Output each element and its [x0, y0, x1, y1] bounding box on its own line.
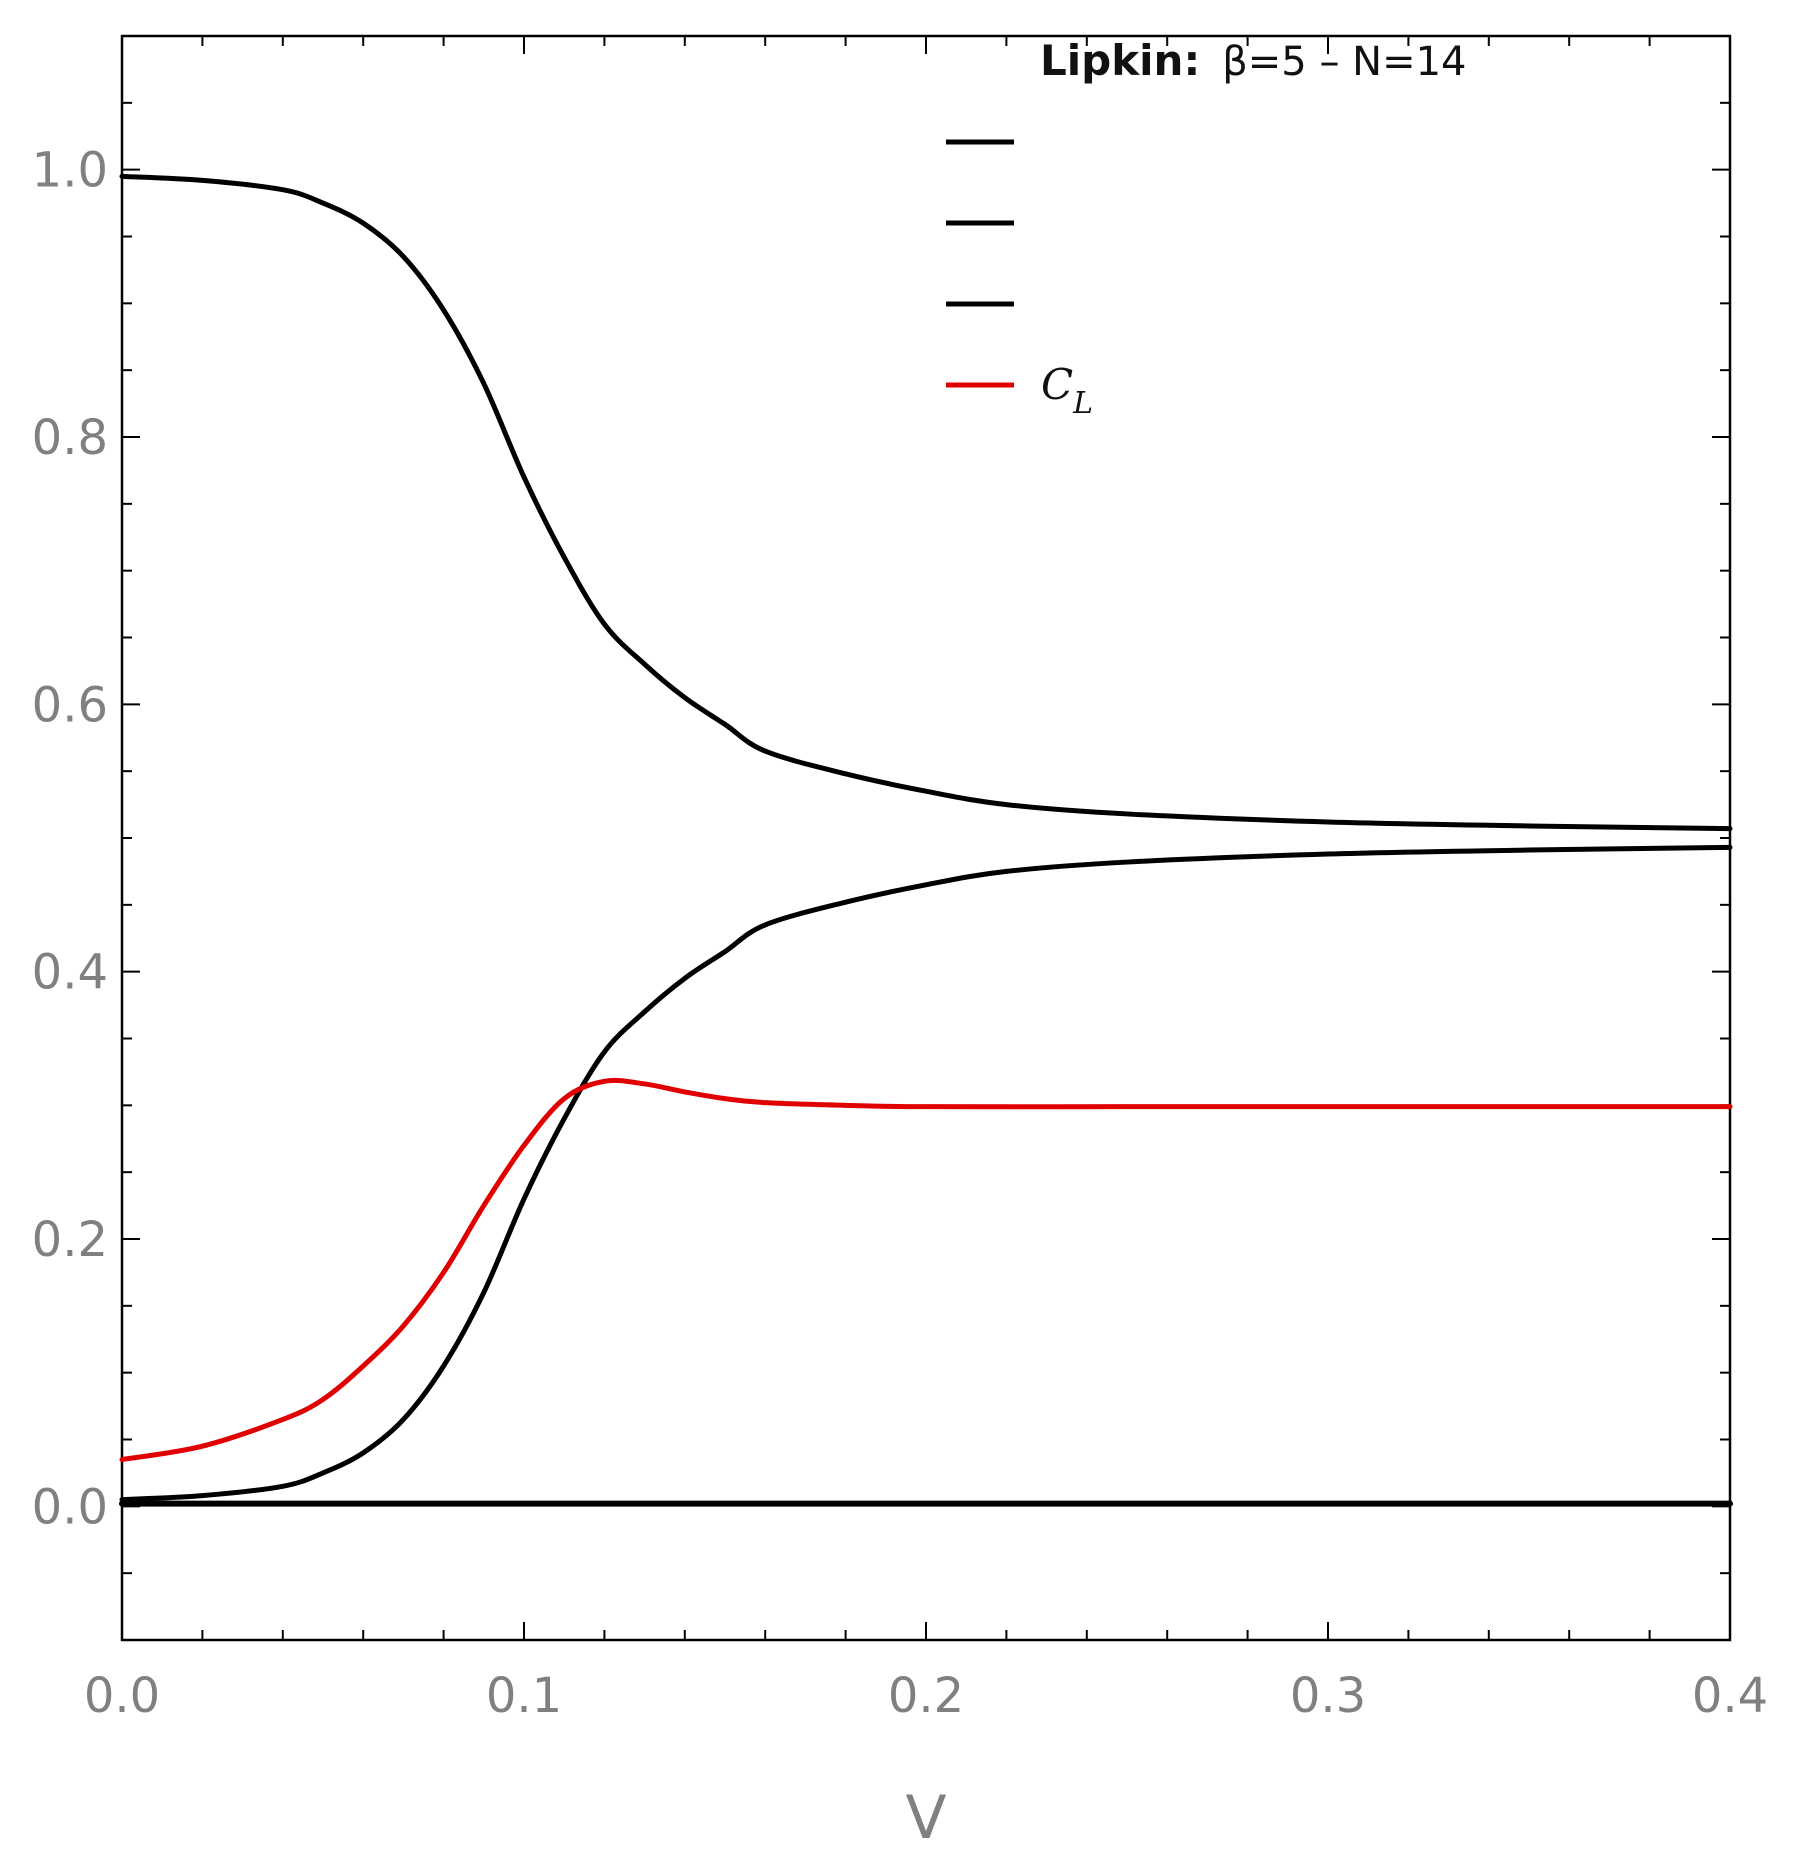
y-tick-label: 0.8: [32, 410, 108, 466]
tick-labels: 0.0 0.1 0.2 0.3 0.4 0.0 0.2 0.4 0.6 0.8 1.0: [32, 143, 1769, 1724]
x-tick-label: 0.0: [84, 1668, 160, 1724]
y-tick-label: 0.4: [32, 945, 108, 1001]
y-tick-label: 0.0: [32, 1479, 108, 1535]
series-layer: [119, 173, 1733, 1507]
x-tick-label: 0.3: [1290, 1668, 1366, 1724]
x-axis-label: V: [905, 1783, 946, 1853]
chart-title-bold: Lipkin:: [1040, 36, 1200, 85]
legend-label-4: CL: [1041, 360, 1093, 421]
plot-frame: [120, 34, 1732, 1642]
chart-title: Lipkin: β=5 – N=14: [1040, 36, 1467, 85]
series-line-2: [119, 844, 1733, 1503]
series-line-1: [119, 173, 1733, 832]
legend-label-subscript: L: [1072, 386, 1093, 421]
x-tick-label: 0.2: [888, 1668, 964, 1724]
ticks: [121, 35, 1731, 1641]
series-line-4: [119, 1077, 1733, 1463]
chart-title-params: β=5 – N=14: [1222, 39, 1466, 85]
y-tick-label: 0.6: [32, 677, 108, 733]
y-tick-label: 0.2: [32, 1212, 108, 1268]
y-tick-label: 1.0: [32, 143, 108, 199]
x-tick-label: 0.4: [1692, 1668, 1768, 1724]
svg-text:Lipkin: β=5 – N=14: Lipkin: β=5 – N=14: [1040, 36, 1467, 85]
x-tick-label: 0.1: [486, 1668, 562, 1724]
legend: CL: [946, 139, 1093, 421]
legend-label-main: C: [1041, 360, 1073, 409]
